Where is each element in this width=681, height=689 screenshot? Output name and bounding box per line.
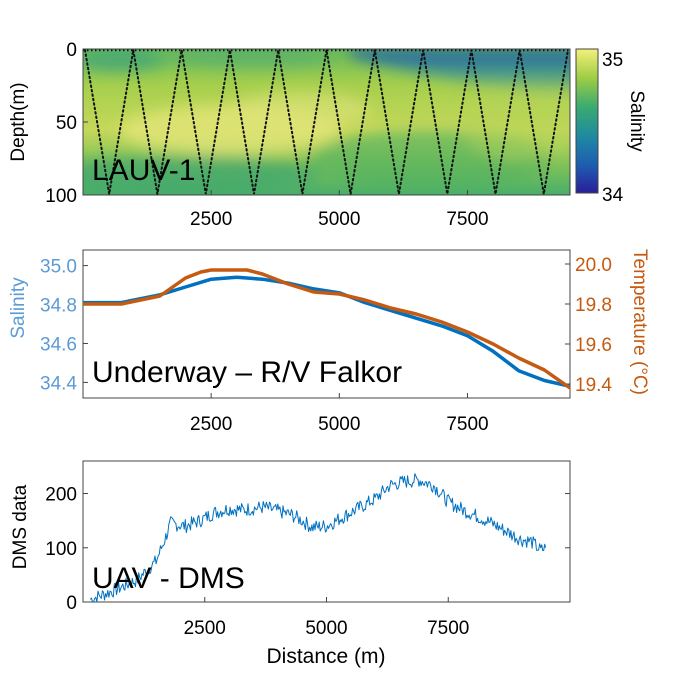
vehicle-track-line xyxy=(84,49,569,195)
dms-ylabel: DMS data xyxy=(10,484,31,569)
salinity-heatmap xyxy=(83,49,570,195)
dms-xtick-label: 7500 xyxy=(427,618,469,639)
underway-series xyxy=(83,268,572,390)
heatmap-panel-label: LAUV-1 xyxy=(92,154,195,187)
underway-left-tick-label: 34.6 xyxy=(40,334,77,355)
colorbar-max-label: 35 xyxy=(602,50,623,71)
underway-panel: 35.0 34.8 34.6 34.4 20.0 19.8 19.6 19.4 2500 5000… xyxy=(8,249,650,435)
heatmap-ytick-label: 0 xyxy=(66,40,77,61)
heatmap-xtick-label: 5000 xyxy=(318,209,360,230)
colorbar-min-label: 34 xyxy=(602,185,624,206)
underway-xtick-label: 5000 xyxy=(318,414,360,435)
underway-xtick-label: 2500 xyxy=(190,414,232,435)
heatmap-xtick-label: 7500 xyxy=(446,209,488,230)
dms-axes: 0 100 200 2500 5000 7500 xyxy=(45,485,570,639)
underway-right-axis-label: Temperature (°C) xyxy=(629,249,650,395)
dms-line xyxy=(89,473,547,603)
underway-axes: 35.0 34.8 34.6 34.4 20.0 19.8 19.6 19.4 2500 5000… xyxy=(40,255,612,435)
dms-panel-label: UAV - DMS xyxy=(92,562,245,595)
dms-xtick-label: 2500 xyxy=(184,618,226,639)
dms-xtick-label: 5000 xyxy=(305,618,347,639)
heatmap-ytick-label: 50 xyxy=(56,113,77,134)
underway-left-tick-label: 34.8 xyxy=(40,296,77,317)
heatmap-ytick-label: 100 xyxy=(45,186,77,207)
underway-panel-label: Underway – R/V Falkor xyxy=(92,356,402,389)
underway-right-tick-label: 19.6 xyxy=(575,335,612,356)
underway-xtick-label: 7500 xyxy=(446,414,488,435)
salinity-colorbar xyxy=(575,48,599,194)
underway-left-tick-label: 34.4 xyxy=(40,373,77,394)
dms-ytick-label: 200 xyxy=(45,485,77,506)
uav-dms-panel: 0 100 200 2500 5000 7500 DMS data UAV - DMS D… xyxy=(10,460,571,668)
vehicle-track xyxy=(83,49,570,195)
dms-ytick-label: 100 xyxy=(45,539,77,560)
underway-frame xyxy=(82,249,571,399)
underway-right-tick-label: 20.0 xyxy=(575,255,612,276)
heatmap-axes: 0 50 100 2500 5000 7500 xyxy=(45,40,488,230)
dms-xlabel: Distance (m) xyxy=(266,645,385,668)
underway-right-tick-label: 19.8 xyxy=(575,295,612,316)
heatmap-xtick-label: 2500 xyxy=(190,209,232,230)
dms-series xyxy=(89,473,547,603)
temperature-line xyxy=(83,268,572,390)
underway-right-tick-label: 19.4 xyxy=(575,375,612,396)
dms-ytick-label: 0 xyxy=(66,593,77,614)
underway-left-axis-label: Salinity xyxy=(8,277,29,339)
colorbar-label: Salinity xyxy=(626,90,647,152)
underway-left-tick-label: 35.0 xyxy=(40,257,77,278)
lauv-heatmap-panel: 0 50 100 2500 5000 7500 Depth(m) LAUV-1 35 34… xyxy=(8,40,647,230)
heatmap-ylabel: Depth(m) xyxy=(8,82,29,161)
